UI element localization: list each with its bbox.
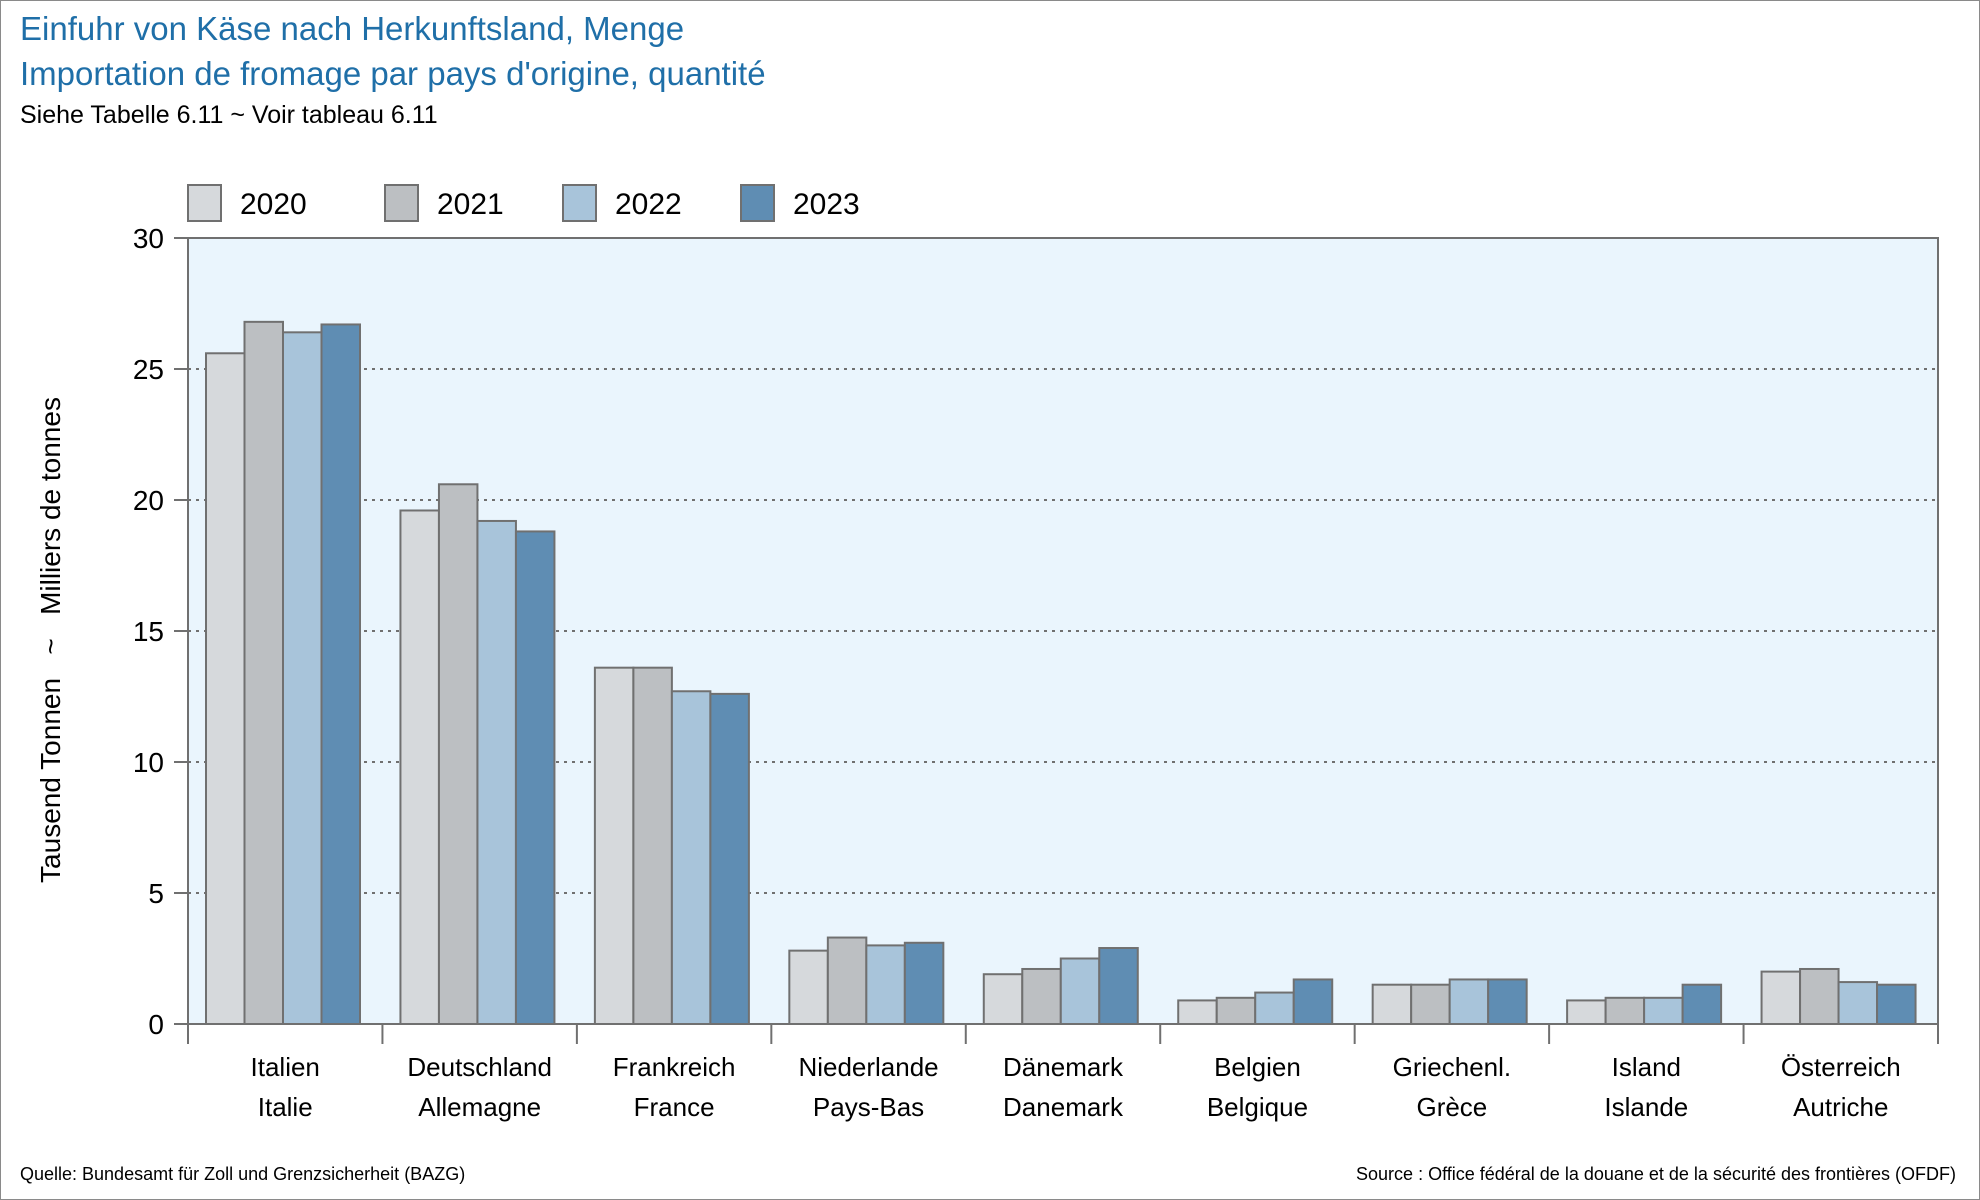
bar-2021-2 <box>437 483 479 1025</box>
bar-2022-9 <box>1837 981 1879 1026</box>
bar-2021-3 <box>632 666 673 1025</box>
x-tick-label: Dänemark <box>1003 1052 1124 1082</box>
x-tick-label: Belgien <box>1214 1052 1301 1082</box>
bar-2022-5 <box>1059 957 1101 1025</box>
bar-2022-7 <box>1448 978 1490 1026</box>
x-tick-label: Island <box>1612 1052 1681 1082</box>
x-tick-label: Belgique <box>1207 1092 1308 1122</box>
bar-2020-8 <box>1566 999 1607 1025</box>
x-tick-label: Autriche <box>1793 1092 1888 1122</box>
bar-2020-6 <box>1177 999 1218 1025</box>
legend-swatch-2023 <box>740 184 775 222</box>
source-note-de: Quelle: Bundesamt für Zoll und Grenzsich… <box>20 1164 466 1184</box>
bar-2020-9 <box>1760 970 1802 1025</box>
bar-2022-8 <box>1643 996 1684 1025</box>
bar-2021-4 <box>826 936 868 1025</box>
bar-2022-2 <box>476 519 517 1026</box>
bar-2023-5 <box>1098 947 1139 1026</box>
y-tick-label: 20 <box>133 485 164 516</box>
y-tick-label: 15 <box>133 616 164 647</box>
bar-2023-1 <box>320 323 361 1025</box>
bar-2022-1 <box>282 331 323 1025</box>
chart-title-fr: Importation de fromage par pays d'origin… <box>20 55 766 92</box>
bar-2022-4 <box>865 944 906 1026</box>
legend-label-2023: 2023 <box>793 188 860 221</box>
x-tick-label: Grèce <box>1416 1092 1487 1122</box>
bar-2021-8 <box>1604 996 1646 1025</box>
legend-swatch-2020 <box>187 184 222 222</box>
y-tick-label: 0 <box>148 1009 164 1040</box>
legend-swatch-2022 <box>562 184 597 222</box>
legend-label-2022: 2022 <box>615 188 682 221</box>
bar-2023-9 <box>1876 983 1917 1026</box>
bar-2022-3 <box>670 690 712 1025</box>
bar-2020-5 <box>982 973 1024 1025</box>
chart-subtitle: Siehe Tabelle 6.11 ~ Voir tableau 6.11 <box>20 101 438 129</box>
gridlines <box>188 368 1938 894</box>
x-tick-label: Griechenl. <box>1393 1052 1512 1082</box>
bar-2020-4 <box>788 949 829 1026</box>
bar-2021-6 <box>1215 996 1257 1025</box>
bar-2020-1 <box>205 352 246 1025</box>
x-tick-label: Frankreich <box>613 1052 736 1082</box>
x-axis-labels: Italien Italie Deutschland Allemagne Frankre… <box>251 1052 1901 1122</box>
bar-2021-1 <box>243 320 284 1025</box>
x-tick-label: Niederlande <box>798 1052 938 1082</box>
y-tick-label: 30 <box>133 223 164 254</box>
y-axis-ticks: 0 5 10 15 20 25 30 <box>133 223 188 1040</box>
bar-2022-6 <box>1254 991 1295 1025</box>
x-tick-label: Islande <box>1604 1092 1688 1122</box>
x-tick-label: Italie <box>258 1092 313 1122</box>
y-axis-label: Tausend Tonnen ~ Milliers de tonnes <box>35 397 66 883</box>
bar-2021-7 <box>1410 983 1451 1026</box>
y-tick-label: 5 <box>148 878 164 909</box>
legend: 2020 2021 2022 2023 <box>187 184 860 222</box>
bar-2020-7 <box>1371 983 1413 1026</box>
bar-2021-5 <box>1021 967 1062 1025</box>
x-tick-label: Pays-Bas <box>813 1092 924 1122</box>
source-note-fr: Source : Office fédéral de la douane et … <box>1356 1164 1956 1184</box>
bars <box>205 320 1917 1026</box>
x-tick-label: Allemagne <box>418 1092 541 1122</box>
x-tick-label: Österreich <box>1781 1052 1901 1082</box>
bar-2023-3 <box>709 692 750 1025</box>
x-tick-label: Danemark <box>1003 1092 1124 1122</box>
x-tick-label: Deutschland <box>407 1052 552 1082</box>
bar-2020-3 <box>593 666 635 1025</box>
bar-2020-2 <box>399 509 440 1026</box>
x-tick-label: Italien <box>251 1052 320 1082</box>
y-tick-label: 25 <box>133 354 164 385</box>
y-tick-label: 10 <box>133 747 164 778</box>
bar-2023-4 <box>903 941 945 1026</box>
legend-swatch-2021 <box>384 184 419 222</box>
bar-2023-7 <box>1487 978 1528 1026</box>
bar-2023-2 <box>514 530 556 1025</box>
x-tick-label: France <box>634 1092 715 1122</box>
legend-label-2020: 2020 <box>240 188 307 221</box>
chart-title-de: Einfuhr von Käse nach Herkunftsland, Men… <box>20 10 685 47</box>
bar-2023-8 <box>1681 983 1723 1026</box>
bar-2023-6 <box>1292 978 1334 1026</box>
legend-label-2021: 2021 <box>437 188 504 221</box>
bar-2021-9 <box>1799 967 1840 1025</box>
